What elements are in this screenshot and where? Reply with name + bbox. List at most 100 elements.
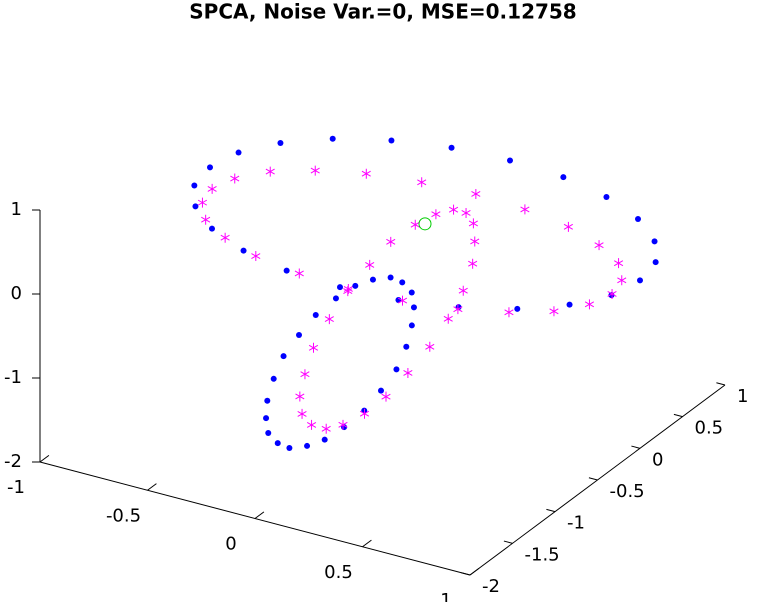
dot-marker (378, 387, 384, 394)
asterisk-marker (359, 408, 370, 419)
x-tick-label: 1 (440, 590, 451, 602)
asterisk-marker (230, 173, 240, 184)
x-tick (39, 454, 50, 463)
asterisk-marker (613, 258, 624, 269)
dot-marker (408, 322, 415, 329)
dot-marker (408, 289, 415, 296)
dot-marker (286, 444, 293, 451)
asterisk-marker (458, 285, 468, 296)
dot-marker (566, 301, 573, 308)
dot-marker (369, 276, 376, 283)
dot-marker (399, 279, 406, 286)
dot-marker (191, 182, 198, 189)
x-tick-label: -0.5 (106, 505, 141, 526)
dot-marker (603, 193, 610, 200)
asterisk-marker (300, 369, 310, 380)
asterisk-marker (308, 342, 319, 353)
y-tick-label: 0.5 (695, 418, 724, 439)
x-tick (362, 539, 372, 548)
dot-marker (514, 305, 521, 312)
chart-title: SPCA, Noise Var.=0, MSE=0.12758 (189, 0, 576, 24)
dot-marker (652, 259, 659, 266)
asterisk-marker (294, 268, 304, 279)
dot-marker (352, 282, 359, 289)
dot-marker (329, 135, 336, 142)
dot-marker (235, 149, 242, 156)
dot-marker (283, 267, 290, 274)
dot-marker (312, 311, 319, 318)
dot-marker (270, 375, 277, 382)
dot-marker (277, 140, 284, 147)
asterisk-marker (607, 288, 617, 299)
asterisk-marker (365, 259, 375, 270)
dot-marker (560, 174, 567, 181)
circle-marker (418, 217, 432, 231)
dot-marker (448, 144, 455, 151)
dot-marker (337, 284, 343, 291)
y-tick (673, 413, 683, 418)
y-tick-label: -0.5 (610, 481, 645, 502)
y-tick (546, 508, 556, 513)
y-tick-label: 0 (652, 449, 663, 470)
asterisk-marker (297, 408, 307, 419)
asterisk-marker (520, 204, 530, 215)
dot-marker (207, 164, 213, 171)
asterisk-marker (425, 341, 435, 352)
asterisk-marker (207, 183, 217, 194)
asterisk-marker (410, 219, 420, 230)
dot-marker (403, 343, 410, 350)
y-tick (461, 572, 471, 576)
asterisk-marker (403, 367, 413, 378)
dot-marker (209, 225, 215, 232)
asterisk-marker (295, 391, 305, 402)
dot-marker (388, 137, 395, 144)
asterisk-marker (321, 423, 331, 434)
asterisk-marker (563, 221, 573, 232)
asterisk-marker (448, 204, 459, 215)
asterisk-marker (594, 240, 604, 251)
x-tick-label: 0 (225, 534, 236, 555)
dot-marker (507, 157, 513, 164)
dot-marker (637, 277, 643, 284)
y-tick (588, 477, 598, 481)
asterisk-marker (468, 218, 478, 229)
asterisk-marker (201, 214, 211, 225)
asterisk-marker (265, 166, 275, 177)
axes: -1 -0.5 0 0.5 1 -2 -1.5 -1 -0.5 0 0.5 1 -2 -1 0 1 (4, 199, 748, 602)
asterisk-marker (361, 168, 371, 179)
y-tick-label: -1.5 (525, 544, 560, 565)
dot-marker (265, 430, 272, 437)
asterisk-marker (584, 299, 595, 310)
asterisk-marker (549, 306, 559, 317)
asterisk-marker (504, 307, 514, 318)
dot-marker (332, 295, 339, 302)
y-tick-label: -2 (482, 576, 500, 597)
asterisk-marker (471, 188, 481, 199)
asterisk-marker (324, 314, 334, 325)
asterisk-marker (310, 165, 320, 176)
y-tick-label: -1 (567, 513, 585, 534)
asterisk-marker (197, 197, 208, 208)
z-tick-label: 0 (11, 283, 22, 304)
dot-marker (635, 215, 641, 222)
asterisk-marker (306, 419, 317, 430)
z-tick-label: -1 (4, 367, 22, 388)
asterisk-marker (470, 236, 480, 247)
asterisk-marker (443, 313, 453, 324)
y-tick (503, 540, 513, 544)
x-tick-label: 0.5 (324, 562, 353, 583)
asterisk-marker (431, 209, 441, 220)
dot-marker (240, 247, 247, 254)
x-tick (147, 483, 157, 491)
asterisk-marker (468, 258, 478, 269)
asterisk-marker (343, 283, 353, 294)
dot-marker (192, 203, 199, 210)
asterisk-marker (338, 419, 348, 430)
asterisk-marker (453, 304, 463, 315)
y-tick (631, 445, 641, 449)
asterisk-marker (251, 251, 261, 262)
dot-marker (387, 274, 394, 281)
dot-marker (264, 397, 271, 404)
y-tick-label: 1 (737, 386, 748, 407)
